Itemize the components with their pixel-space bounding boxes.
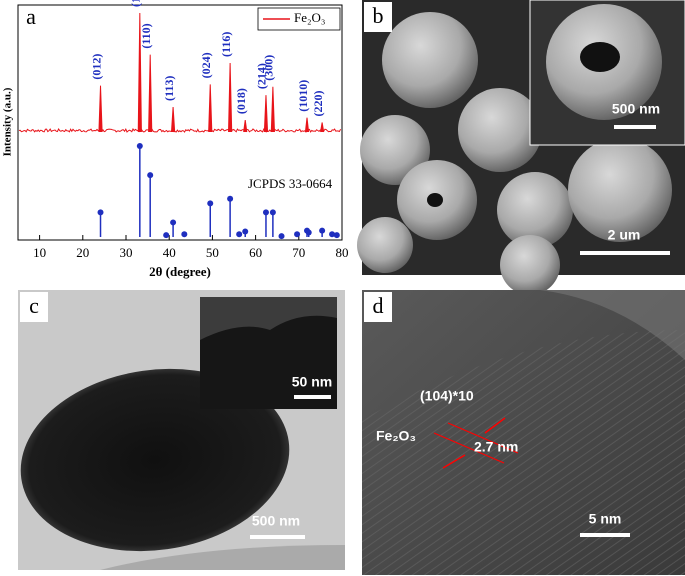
sphere-hole [580, 42, 620, 72]
panel-label: d [373, 293, 384, 318]
reference-marker [294, 231, 301, 238]
sphere [497, 172, 573, 248]
plane-label: (104)*10 [420, 388, 474, 404]
reference-marker [305, 229, 312, 236]
reference-marker [262, 209, 269, 216]
x-tick-label: 10 [33, 245, 46, 260]
peak [263, 95, 269, 133]
peak [243, 120, 248, 133]
peak-label: (116) [219, 32, 233, 57]
sphere [500, 235, 560, 295]
panel-label: c [29, 293, 39, 318]
arrow [484, 417, 506, 434]
peak-label: (104) [129, 0, 143, 7]
x-tick-label: 30 [120, 245, 133, 260]
sphere [382, 12, 478, 108]
reference-label: JCPDS 33-0664 [248, 176, 333, 191]
x-axis-label: 2θ (degree) [149, 264, 211, 279]
sem-panel: b 500 nm 2 um [357, 0, 685, 295]
inset-scale-label: 500 nm [612, 101, 660, 117]
material-label: Fe₂O₃ [376, 428, 416, 444]
peak-label: (024) [199, 52, 213, 78]
lattice-fringes [362, 330, 685, 575]
peak [137, 12, 142, 133]
particle-edge [200, 315, 337, 409]
reference-marker [181, 231, 188, 238]
panel-label: a [26, 4, 36, 29]
baseline [18, 127, 342, 133]
plot-frame [17, 4, 343, 241]
panel-label-box [20, 292, 48, 322]
x-tick-label: 50 [206, 245, 219, 260]
panel-label-box [364, 292, 392, 322]
peak-label: (300) [262, 55, 276, 81]
legend-label: Fe₂O₃ [294, 10, 325, 25]
peak-label: (214) [255, 63, 269, 89]
peak [228, 62, 233, 133]
panel-label-box [20, 7, 42, 31]
scale-label: 500 nm [252, 513, 300, 529]
x-tick-label: 80 [336, 245, 349, 260]
peak-label: (012) [89, 54, 103, 80]
peak [270, 86, 275, 133]
peak-label: (1010) [296, 80, 310, 112]
xrd-panel: a 2θ (degree) Intensity (a.u.) Fe₂O₃ JCP… [2, 0, 349, 279]
tem-panel: c 50 nm 500 nm [18, 290, 345, 570]
x-tick-label: 20 [76, 245, 89, 260]
fringe-line [433, 432, 505, 464]
reference-marker [227, 195, 234, 202]
vacuum [540, 290, 685, 360]
y-axis-label: Intensity (a.u.) [2, 87, 14, 156]
x-tick-label: 70 [292, 245, 305, 260]
particle [20, 368, 290, 552]
peak [148, 54, 153, 133]
peak-label: (018) [234, 88, 248, 114]
scale-label: 2 um [608, 227, 641, 243]
support-film [100, 545, 345, 570]
reference-marker [242, 228, 249, 235]
hrtem-panel: d (104)*10 Fe₂O₃ 2.7 nm 5 nm [362, 290, 685, 575]
x-tick-label: 60 [249, 245, 262, 260]
inset-scale-label: 50 nm [292, 374, 332, 390]
reference-marker [136, 143, 143, 149]
peak [304, 117, 310, 133]
fringe-line [447, 422, 519, 454]
reference-marker [170, 219, 177, 226]
panel-label-box [364, 2, 392, 32]
peak-label: (113) [162, 76, 176, 101]
arrow [442, 454, 466, 469]
reference-marker [269, 209, 276, 216]
reference-marker [319, 227, 326, 234]
reference-marker [278, 233, 285, 240]
x-tick-label: 40 [163, 245, 176, 260]
reference-marker [97, 209, 104, 216]
sphere [568, 138, 672, 242]
peak [208, 84, 213, 133]
reference-marker [236, 231, 243, 238]
peak [98, 85, 103, 133]
peak [320, 122, 325, 133]
peak-label: (220) [311, 90, 325, 116]
reference-marker [329, 231, 336, 238]
sphere [458, 88, 542, 172]
reference-marker [163, 232, 170, 239]
spacing-label: 2.7 nm [474, 439, 518, 455]
reference-marker [147, 172, 154, 179]
sphere-hole [427, 193, 443, 207]
sphere [357, 217, 413, 273]
reference-marker [333, 232, 340, 239]
legend [257, 7, 341, 31]
panel-label: b [373, 3, 384, 28]
scale-label: 5 nm [589, 511, 622, 527]
peak-label: (110) [139, 23, 153, 48]
peak [170, 106, 176, 133]
sphere [360, 115, 430, 185]
reference-marker [207, 200, 214, 207]
